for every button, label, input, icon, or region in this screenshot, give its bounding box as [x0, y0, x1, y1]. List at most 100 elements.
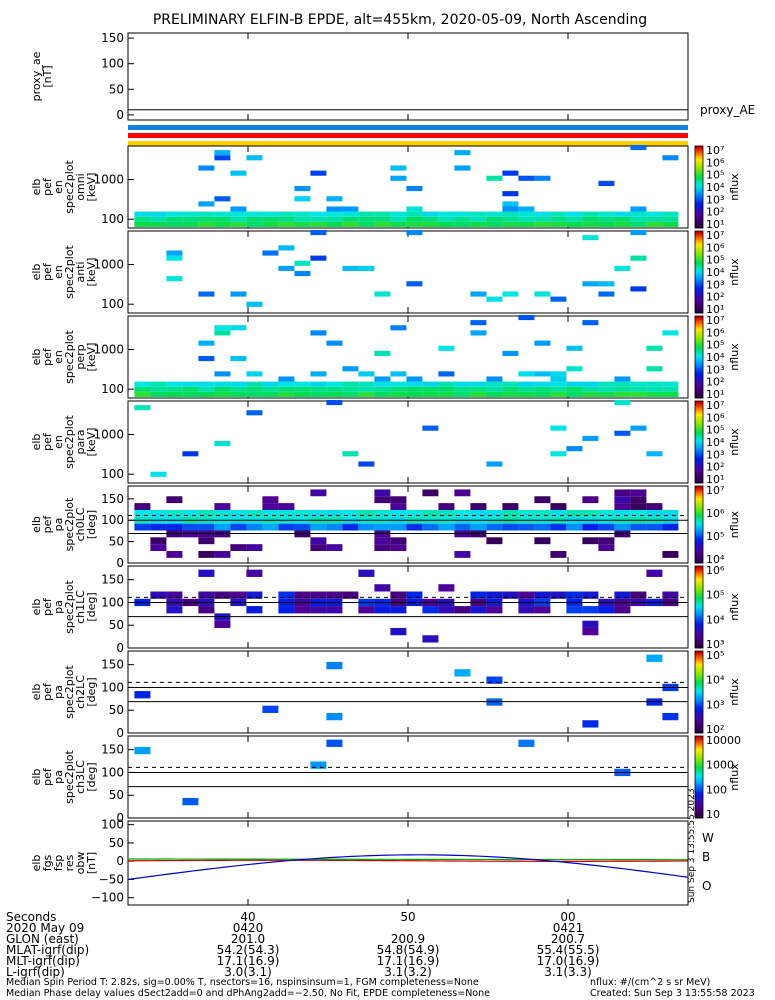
en_omni-cell [582, 221, 599, 227]
pa_ch1-cell [246, 569, 263, 577]
en_anti-ytick-label-0: 1000 [93, 258, 124, 272]
pa_ch0-cell [454, 551, 471, 558]
en_omni-cell [326, 216, 343, 222]
pa_ch3-colorbar-seg [695, 795, 703, 798]
pa_ch0-colorbar-seg [695, 487, 703, 491]
pa_ch0-cell [422, 509, 439, 517]
pa_ch0-cell [662, 551, 679, 558]
pa_ch0-ylabel-2: pa [52, 518, 65, 532]
en_omni-cell [374, 216, 391, 222]
fgs-legend-b: B [702, 850, 710, 864]
en_para-colorbar-seg [695, 450, 703, 453]
en_perp-colorbar-seg [695, 391, 703, 395]
en_anti-cell [166, 250, 183, 256]
en_perp-cell [534, 386, 551, 392]
pa_ch2-colorbar-seg [695, 657, 703, 660]
pa_ch0-colorbar-seg [695, 486, 703, 489]
en_perp-colorbar-seg [695, 393, 703, 397]
pa_ch2-ytick-label-2: 50 [109, 703, 124, 717]
en_omni-cell [566, 221, 583, 227]
pa_ch0-colorbar-seg [695, 524, 703, 527]
en_perp-colorbar-seg [695, 330, 703, 333]
ephemeris-value: 17.0(16.9) [536, 954, 600, 968]
en_perp-cell [646, 345, 663, 351]
en_anti-colorbar-seg [695, 280, 703, 283]
en_para-cell [342, 451, 359, 457]
pa_ch1-cell [422, 635, 439, 643]
en_para-colorbar-seg [695, 454, 703, 457]
en_omni-cell [310, 216, 327, 222]
en_anti-colorbar-seg [695, 294, 703, 298]
en_perp-cell [534, 371, 551, 377]
pa_ch1-cell [310, 606, 327, 614]
en_perp-cell [310, 330, 327, 336]
en_perp-cell [358, 371, 375, 377]
en_omni-cell [374, 211, 391, 217]
en_para-colorbar-label: nflux [728, 428, 741, 456]
pa_ch0-cell [534, 496, 551, 504]
pa_ch0-colorbar-seg [695, 561, 703, 564]
pa_ch1-colorbar-tick-2: 10⁴ [706, 613, 725, 626]
pa_ch2-colorbar-seg [695, 730, 703, 734]
pa_ch0-cell [614, 496, 631, 504]
pa_ch3-colorbar-frame [694, 735, 704, 819]
pa_ch0-cell [582, 537, 599, 545]
pa_ch0-cell [646, 523, 663, 531]
en_omni-ylabel-5: [keV] [85, 173, 98, 202]
ephemeris-label: Seconds [6, 910, 57, 924]
pa_ch0-cell [262, 503, 279, 510]
pa_ch1-colorbar-label: nflux [728, 593, 741, 621]
en_omni-cell [502, 191, 519, 197]
pa_ch0-cell [502, 523, 519, 531]
en_omni-cell [166, 211, 183, 217]
fgs-ylabel-5: [nT] [85, 852, 98, 874]
en_perp-cell [374, 386, 391, 392]
pa_ch0-colorbar-seg [695, 516, 703, 520]
en_omni-cell [502, 221, 519, 227]
pa_ch2-colorbar-seg [695, 714, 703, 718]
pa_ch0-cell [246, 509, 263, 517]
pa_ch1-cell [294, 606, 311, 614]
pa_ch1-cell [246, 606, 263, 614]
en_perp-cell [390, 391, 407, 397]
en_para-colorbar-seg [695, 407, 703, 410]
en_omni-cell [278, 221, 295, 227]
en_omni-cell [518, 206, 535, 212]
pa_ch0-cell [630, 503, 647, 510]
pa_ch0-colorbar-seg [695, 559, 703, 562]
en_omni-cell [630, 144, 647, 151]
pa_ch0-ytick-label-1: 100 [101, 513, 124, 527]
pa_ch2-colorbar-seg [695, 675, 703, 679]
en_para-ytick-label-0: 1000 [93, 428, 124, 442]
pa_ch3-colorbar-seg [695, 774, 703, 778]
ephemeris-label: MLT-igrf(dip) [6, 954, 80, 968]
pa_ch2-ylabel-1: pef [41, 682, 54, 701]
en_omni-cell [406, 221, 423, 227]
en_omni-cell [582, 216, 599, 222]
pa_ch3-colorbar-seg [695, 799, 703, 803]
en_para-colorbar-seg [695, 452, 703, 455]
ephemeris-value: 50 [400, 910, 416, 924]
en_para-colorbar-seg [695, 462, 703, 466]
en_omni-cell [198, 165, 215, 171]
fgs-legend-o: O [702, 879, 711, 893]
en_omni-cell [262, 216, 279, 222]
en_omni-cell [230, 216, 247, 222]
en_perp-cell [646, 381, 663, 387]
en_omni-colorbar-label: nflux [728, 173, 741, 201]
pa_ch2-cell [326, 712, 343, 721]
pa_ch3-ylabel-4: ch3LC [74, 760, 87, 794]
pa_ch1-cell [390, 627, 407, 636]
pa_ch1-cell [166, 591, 183, 599]
pa_ch1-colorbar-seg [695, 613, 703, 616]
pa_ch0-cell [550, 509, 567, 517]
pa_ch2-colorbar-seg [695, 667, 703, 670]
en_para-ylabel-2: en [52, 435, 65, 449]
en_omni-cell [214, 221, 231, 227]
en_perp-colorbar-seg [695, 342, 703, 346]
en_perp-cell [342, 386, 359, 392]
pa_ch0-cell [566, 509, 583, 517]
en_para-colorbar-seg [695, 474, 703, 478]
en_omni-cell [406, 211, 423, 217]
en_omni-cell [502, 211, 519, 217]
